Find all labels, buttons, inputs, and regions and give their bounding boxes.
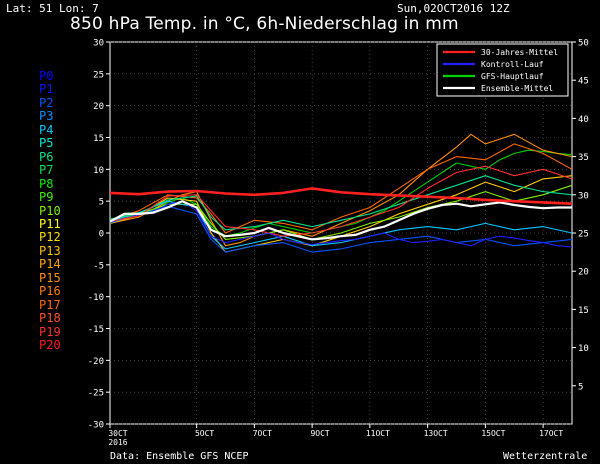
member-list: P0 P1 P2 P3 P4 P5 P6 P7 P8 P9 P10 P11 P12 P13 P14 P15 P1… <box>39 69 61 353</box>
y-left-tick-label: 30 <box>93 39 104 49</box>
y-right-tick-label: 20 <box>578 268 589 278</box>
y-right-tick-label: 30 <box>578 191 589 201</box>
member-label-p7: P7 <box>39 163 54 178</box>
series-line-member <box>109 133 573 247</box>
y-left-tick-label: 15 <box>93 134 104 144</box>
x-tick-label: 17OCT <box>539 429 563 438</box>
location-label: Lat: 51 Lon: 7 <box>6 2 99 15</box>
y-left-tick-label: 25 <box>93 70 104 80</box>
member-label-p15: P15 <box>39 270 61 285</box>
chart-title: 850 hPa Temp. in °C, 6h-Niederschlag in … <box>70 14 459 34</box>
x-tick-label: 5OCT <box>195 429 214 438</box>
x-tick-label: 15OCT <box>481 429 505 438</box>
y-left-tick-label: -25 <box>88 389 104 399</box>
y-left-tick-label: 10 <box>93 166 104 176</box>
y-left-tick-label: -10 <box>88 293 104 303</box>
legend-entry-label: Ensemble-Mittel <box>481 84 553 93</box>
member-label-p3: P3 <box>39 109 54 124</box>
member-label-p6: P6 <box>39 149 54 164</box>
member-label-p11: P11 <box>39 216 61 231</box>
legend-entry-label: GFS-Hauptlauf <box>481 72 544 81</box>
y-left-tick-label: -15 <box>88 325 104 335</box>
member-label-p9: P9 <box>39 190 54 205</box>
x-tick-label: 11OCT <box>366 429 390 438</box>
y-left-tick-label: 5 <box>99 198 104 208</box>
member-label-p0: P0 <box>39 69 54 83</box>
series-line-ensemble-mittel <box>109 200 572 241</box>
y-right-tick-label: 10 <box>578 344 589 354</box>
model-run-label: Sun,02OCT2016 12Z <box>397 2 510 15</box>
member-label-p20: P20 <box>39 338 61 353</box>
x-tick-label: 2016 <box>108 438 127 447</box>
legend-entry-label: Kontroll-Lauf <box>481 60 544 69</box>
y-right-tick-label: 40 <box>578 115 589 125</box>
y-left-tick-label: 0 <box>99 230 104 240</box>
x-tick-label: 30CT <box>108 429 127 438</box>
member-label-p13: P13 <box>39 243 61 258</box>
y-left-tick-label: -20 <box>88 357 104 367</box>
member-label-p4: P4 <box>39 122 54 137</box>
member-label-p8: P8 <box>39 176 54 191</box>
member-label-p19: P19 <box>39 324 61 339</box>
y-right-tick-label: 45 <box>578 77 589 87</box>
series-line-member <box>109 200 573 250</box>
member-label-p16: P16 <box>39 284 61 299</box>
series-line-member <box>109 175 573 231</box>
member-label-p18: P18 <box>39 311 61 326</box>
series-line-kontroll-lauf <box>109 200 573 248</box>
y-right-tick-label: 50 <box>578 39 589 49</box>
y-left-tick-label: -5 <box>93 261 104 271</box>
y-left-tick-label: -30 <box>88 421 104 431</box>
legend-entry-label: 30-Jahres-Mittel <box>481 48 558 57</box>
member-label-p2: P2 <box>39 95 54 110</box>
x-tick-label: 13OCT <box>424 429 448 438</box>
member-label-p14: P14 <box>39 257 61 272</box>
member-label-p1: P1 <box>39 82 54 97</box>
series-line-member <box>109 175 573 253</box>
member-label-p17: P17 <box>39 297 61 312</box>
series-line-member <box>109 165 573 237</box>
series-line-member <box>109 205 573 253</box>
credit-label: Wetterzentrale <box>503 451 588 462</box>
y-right-tick-label: 15 <box>578 306 589 316</box>
member-label-p12: P12 <box>39 230 61 245</box>
y-right-tick-label: 35 <box>578 153 589 163</box>
x-tick-label: 9OCT <box>310 429 329 438</box>
y-right-tick-label: 25 <box>578 230 589 240</box>
member-label-p10: P10 <box>39 203 61 218</box>
data-source-label: Data: Ensemble GFS NCEP <box>110 451 249 462</box>
x-tick-label: 7OCT <box>253 429 272 438</box>
series-line-member <box>109 143 573 234</box>
series-line-30-jahres-mittel <box>109 187 573 205</box>
y-right-tick-label: 5 <box>578 382 583 392</box>
y-left-tick-label: 20 <box>93 102 104 112</box>
member-label-p5: P5 <box>39 136 54 151</box>
